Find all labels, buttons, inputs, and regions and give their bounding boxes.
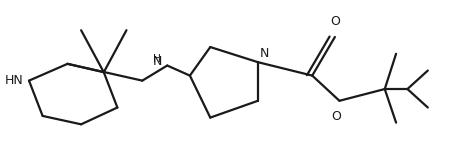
Text: O: O — [330, 15, 340, 28]
Text: N: N — [260, 47, 269, 60]
Text: N: N — [152, 55, 162, 68]
Text: HN: HN — [5, 74, 24, 87]
Text: O: O — [331, 110, 341, 123]
Text: H: H — [153, 54, 161, 64]
